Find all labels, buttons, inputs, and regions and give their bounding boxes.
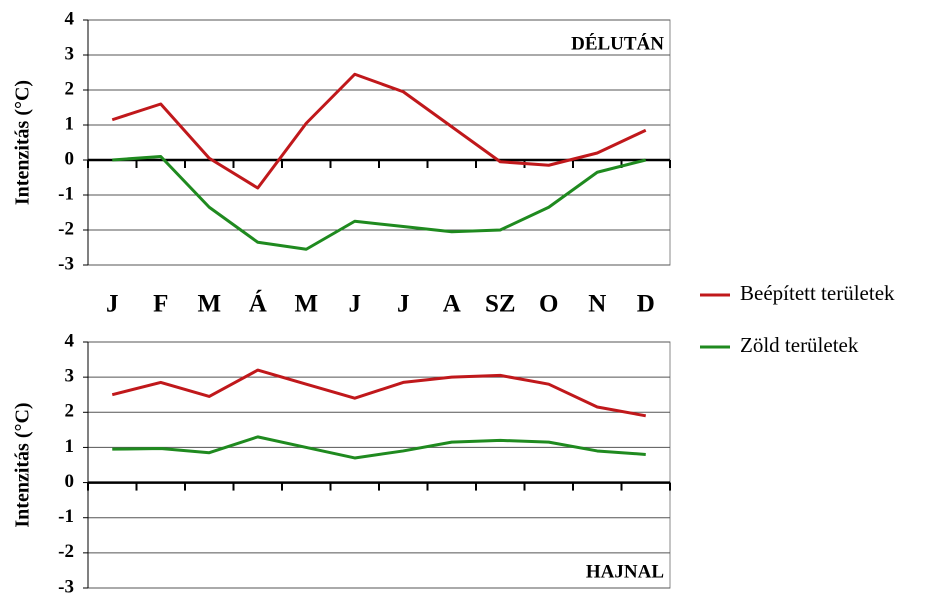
data-line [112, 155, 647, 251]
y-tick-label: -3 [58, 253, 74, 274]
y-tick-label: 3 [65, 43, 75, 64]
y-tick-label: 4 [65, 330, 75, 351]
legend-label: Beépített területek [740, 281, 895, 305]
data-line [112, 435, 646, 460]
data-line [111, 72, 647, 190]
data-line [111, 368, 647, 418]
y-tick-label: 4 [65, 8, 75, 29]
x-tick-label: J [106, 291, 119, 318]
y-tick-label: -1 [58, 183, 74, 204]
annotation: HAJNAL [586, 561, 664, 582]
y-axis-title: Intenzitás (°C) [12, 402, 34, 527]
y-tick-label: 0 [65, 148, 75, 169]
plot-frame [87, 19, 671, 266]
plot-frame [87, 341, 671, 589]
y-tick-label: 1 [65, 436, 75, 457]
y-tick-label: 2 [65, 401, 75, 422]
x-tick-label: SZ [485, 291, 516, 318]
x-tick-label: A [443, 291, 461, 318]
x-tick-label: O [539, 291, 558, 318]
x-tick-label: J [397, 291, 410, 318]
x-tick-label: Á [249, 290, 267, 318]
y-axis-title: Intenzitás (°C) [12, 80, 34, 205]
y-tick-label: 3 [65, 366, 75, 387]
y-tick-label: 0 [65, 471, 75, 492]
y-tick-label: -3 [58, 576, 74, 597]
x-tick-label: M [197, 291, 221, 318]
x-tick-label: J [349, 291, 362, 318]
x-tick-label: D [637, 291, 655, 318]
x-tick-label: N [588, 291, 606, 318]
legend-label: Zöld területek [740, 333, 859, 357]
y-tick-label: -1 [58, 506, 74, 527]
y-tick-label: 2 [65, 78, 75, 99]
x-tick-label: F [153, 291, 168, 318]
y-tick-label: -2 [58, 541, 74, 562]
y-tick-label: 1 [65, 113, 75, 134]
annotation: DÉLUTÁN [571, 32, 664, 54]
y-tick-label: -2 [58, 218, 74, 239]
x-tick-label: M [294, 291, 318, 318]
